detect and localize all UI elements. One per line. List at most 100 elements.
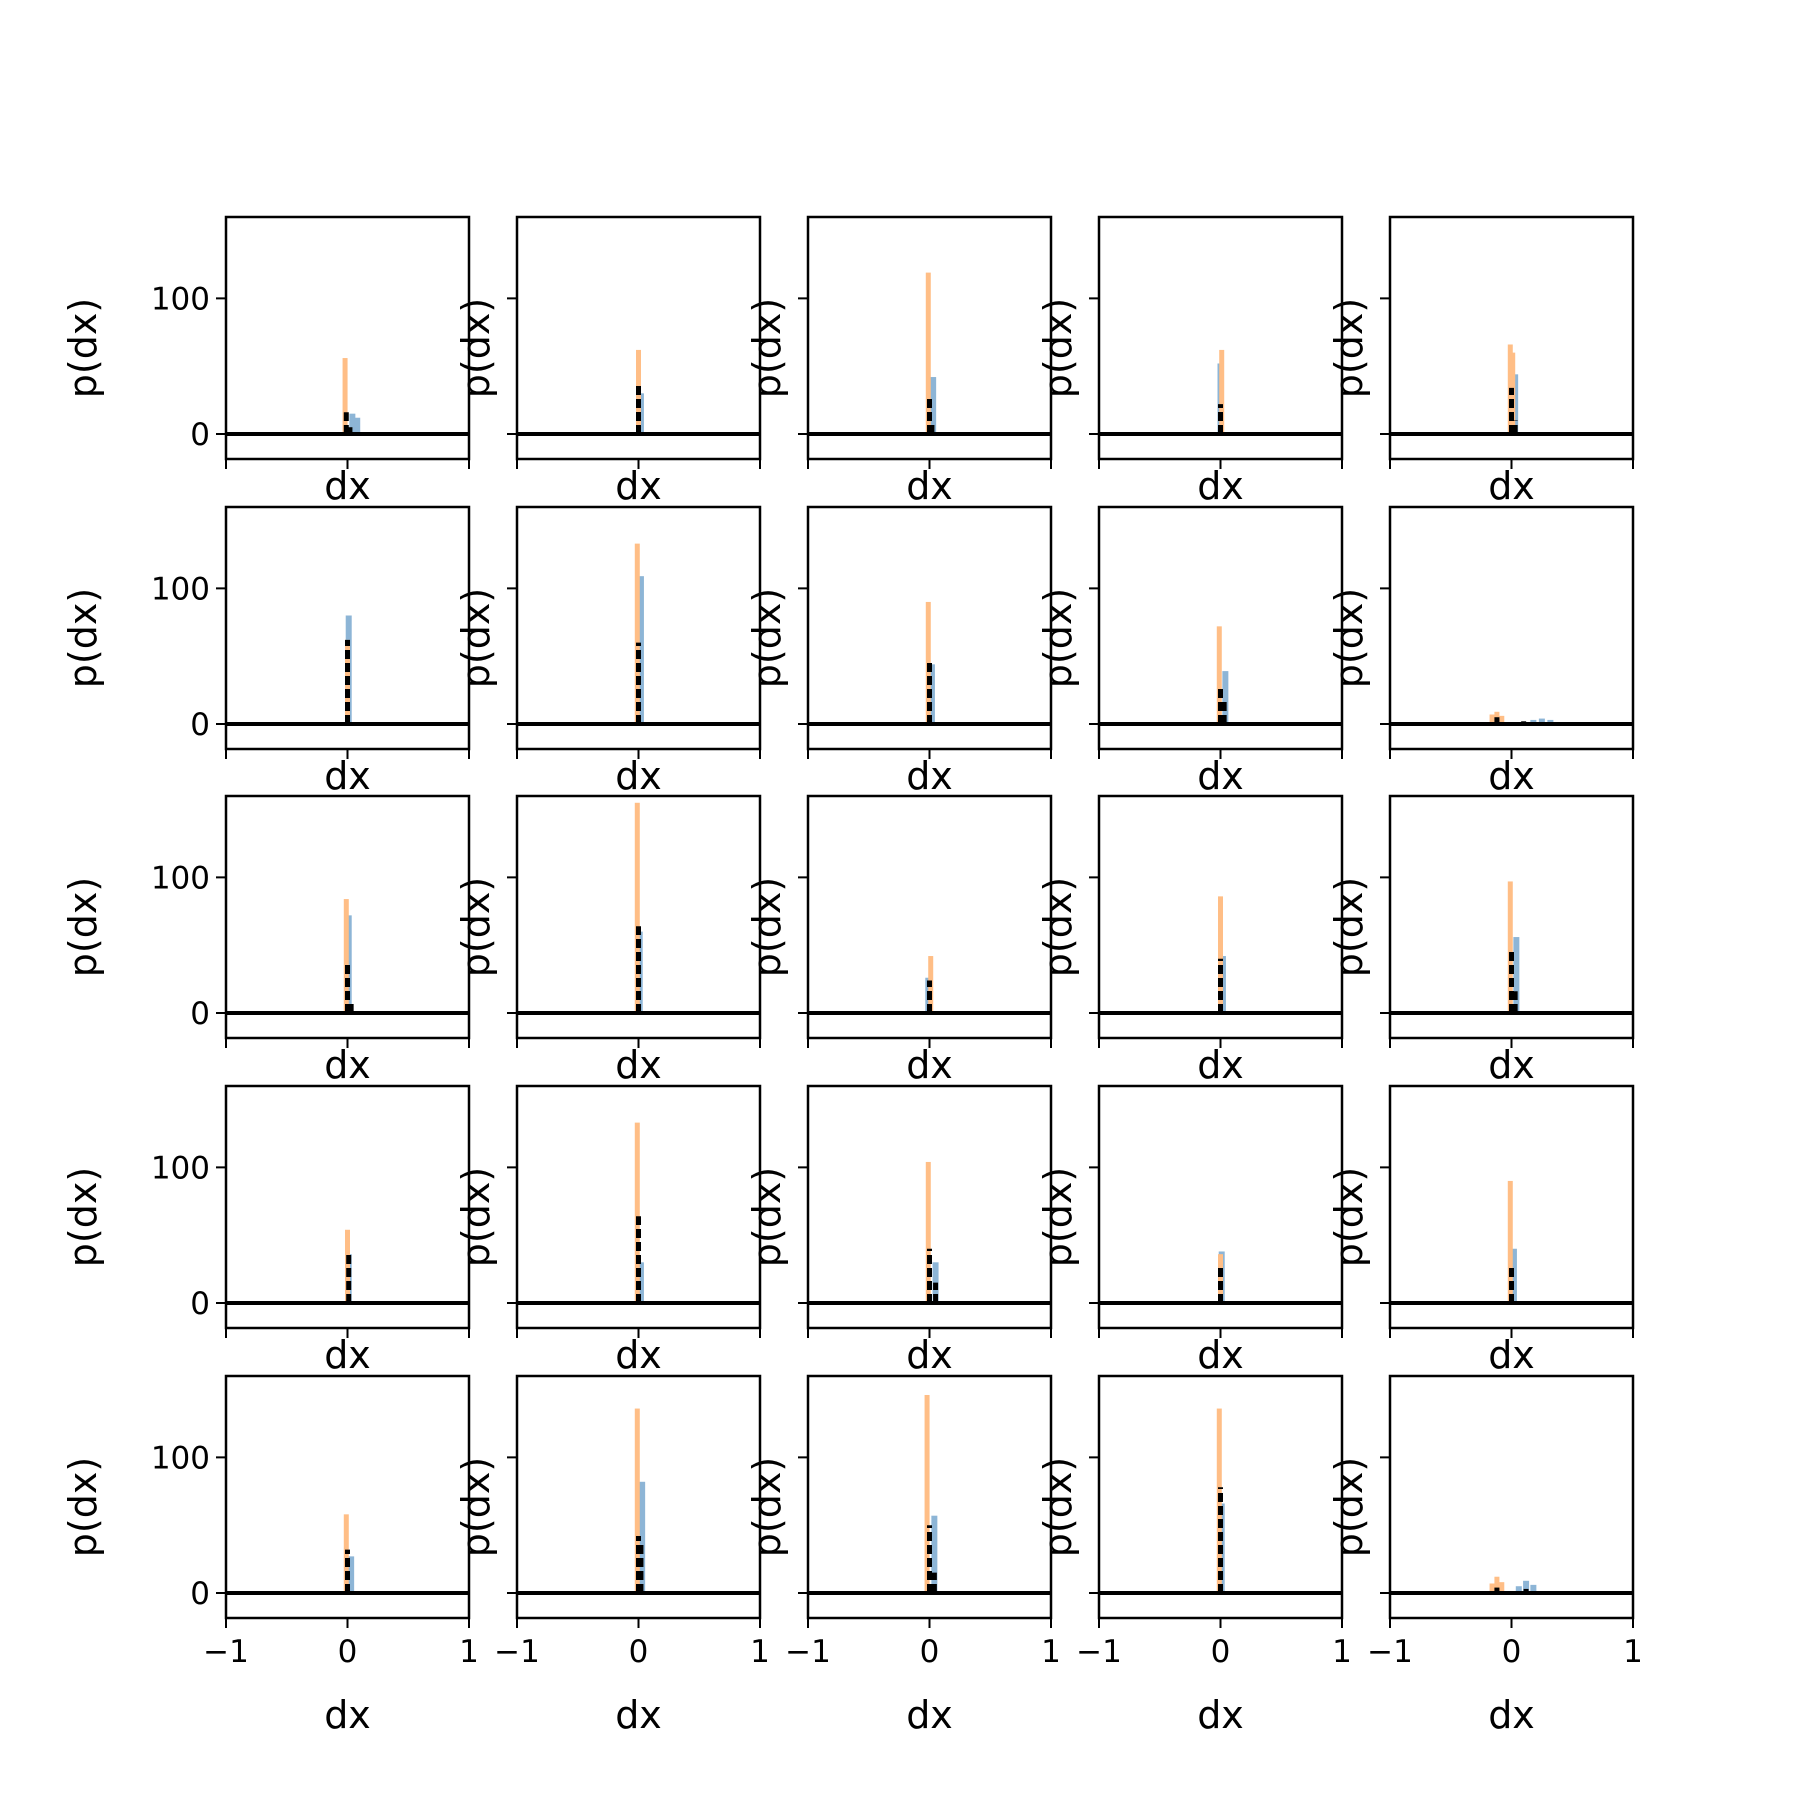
orange-bar bbox=[345, 1229, 350, 1303]
xtick-label: 1 bbox=[1623, 1634, 1643, 1670]
orange-bar bbox=[1507, 1180, 1513, 1303]
y-axis-label: p(dx) bbox=[745, 877, 789, 977]
subplot-r1-c2: dx p(dx) bbox=[745, 505, 1053, 798]
x-axis-label: dx bbox=[1197, 464, 1244, 508]
orange-bar bbox=[343, 899, 349, 1013]
ytick-label: 100 bbox=[151, 281, 210, 317]
ytick-label: 100 bbox=[151, 571, 210, 607]
xtick-label: 0 bbox=[920, 1634, 940, 1670]
orange-bar bbox=[925, 1161, 931, 1303]
xtick-label: 0 bbox=[1502, 1634, 1522, 1670]
subplot-r3-c2: dx p(dx) bbox=[745, 1084, 1053, 1377]
x-axis-label: dx bbox=[615, 1693, 662, 1737]
subplot-r4-c3: −1 0 1 dx p(dx) bbox=[1036, 1374, 1352, 1737]
x-axis-label: dx bbox=[906, 1043, 953, 1087]
y-axis-label: p(dx) bbox=[745, 1457, 789, 1557]
xtick-label: 1 bbox=[1332, 1634, 1352, 1670]
x-axis-label: dx bbox=[324, 1333, 371, 1377]
subplot-r1-c4: dx p(dx) bbox=[1327, 505, 1635, 798]
subplot-r4-c1: −1 0 1 dx p(dx) bbox=[454, 1374, 770, 1737]
subplot-r2-c4: dx p(dx) bbox=[1327, 794, 1635, 1087]
y-axis-label: p(dx) bbox=[61, 877, 105, 977]
blue-bar bbox=[1222, 671, 1229, 724]
ytick-label: 0 bbox=[190, 707, 210, 743]
xtick-label: −1 bbox=[203, 1634, 249, 1670]
xtick-label: 0 bbox=[1211, 1634, 1231, 1670]
y-axis-label: p(dx) bbox=[1327, 1457, 1371, 1557]
orange-bar bbox=[1499, 715, 1505, 724]
ytick-label: 0 bbox=[190, 996, 210, 1032]
y-axis-label: p(dx) bbox=[454, 1457, 498, 1557]
y-axis-label: p(dx) bbox=[1036, 877, 1080, 977]
x-axis-label: dx bbox=[1488, 464, 1535, 508]
subplot-r2-c1: dx p(dx) bbox=[454, 794, 762, 1087]
y-axis-label: p(dx) bbox=[745, 298, 789, 398]
subplot-r2-c2: dx p(dx) bbox=[745, 794, 1053, 1087]
orange-bar bbox=[634, 543, 640, 724]
ytick-label: 0 bbox=[190, 1576, 210, 1612]
orange-bar bbox=[1499, 1582, 1505, 1593]
ytick-label: 0 bbox=[190, 417, 210, 453]
y-axis-label: p(dx) bbox=[454, 1167, 498, 1267]
ytick-label: 100 bbox=[151, 1150, 210, 1186]
blue-bar bbox=[639, 1481, 646, 1593]
xtick-label: −1 bbox=[785, 1634, 831, 1670]
y-axis-label: p(dx) bbox=[61, 1457, 105, 1557]
x-axis-label: dx bbox=[615, 754, 662, 798]
x-axis-label: dx bbox=[906, 464, 953, 508]
subplot-r0-c3: dx p(dx) bbox=[1036, 215, 1344, 508]
y-axis-label: p(dx) bbox=[1327, 1167, 1371, 1267]
x-axis-label: dx bbox=[1488, 1693, 1535, 1737]
xtick-label: 0 bbox=[629, 1634, 649, 1670]
subplot-r1-c3: dx p(dx) bbox=[1036, 505, 1344, 798]
xtick-label: −1 bbox=[1367, 1634, 1413, 1670]
blue-bar bbox=[1530, 1584, 1537, 1593]
x-axis-label: dx bbox=[1488, 754, 1535, 798]
y-axis-label: p(dx) bbox=[1036, 298, 1080, 398]
y-axis-label: p(dx) bbox=[454, 877, 498, 977]
orange-bar bbox=[1218, 896, 1223, 1013]
ytick-label: 0 bbox=[190, 1286, 210, 1322]
y-axis-label: p(dx) bbox=[454, 588, 498, 688]
xtick-label: 1 bbox=[750, 1634, 770, 1670]
subplot-r1-c1: dx p(dx) bbox=[454, 505, 762, 798]
orange-bar bbox=[634, 1408, 640, 1593]
orange-bar bbox=[1219, 349, 1225, 434]
y-axis-label: p(dx) bbox=[61, 298, 105, 398]
subplot-r3-c3: dx p(dx) bbox=[1036, 1084, 1344, 1377]
blue-bar bbox=[1513, 937, 1520, 1013]
subplot-r2-c0: 0 100 dx p(dx) bbox=[61, 794, 471, 1087]
x-axis-label: dx bbox=[1197, 1333, 1244, 1377]
x-axis-label: dx bbox=[1488, 1333, 1535, 1377]
xtick-label: 1 bbox=[459, 1634, 479, 1670]
y-axis-label: p(dx) bbox=[1327, 298, 1371, 398]
subplot-r3-c0: 0 100 dx p(dx) bbox=[61, 1084, 471, 1377]
orange-bar bbox=[1489, 714, 1495, 724]
orange-bar bbox=[924, 1394, 930, 1593]
x-axis-label: dx bbox=[324, 1043, 371, 1087]
subplot-r4-c2: −1 0 1 dx p(dx) bbox=[745, 1374, 1061, 1737]
x-axis-label: dx bbox=[324, 464, 371, 508]
ytick-label: 100 bbox=[151, 1440, 210, 1476]
y-axis-label: p(dx) bbox=[454, 298, 498, 398]
x-axis-label: dx bbox=[1197, 1043, 1244, 1087]
orange-bar bbox=[1494, 1576, 1500, 1593]
subplot-r0-c4: dx p(dx) bbox=[1327, 215, 1635, 508]
ytick-label: 100 bbox=[151, 860, 210, 896]
subplot-r2-c3: dx p(dx) bbox=[1036, 794, 1344, 1087]
x-axis-label: dx bbox=[906, 1333, 953, 1377]
y-axis-label: p(dx) bbox=[61, 1167, 105, 1267]
subplot-r0-c0: 0 100 dx p(dx) bbox=[61, 215, 471, 508]
xtick-label: −1 bbox=[1076, 1634, 1122, 1670]
y-axis-label: p(dx) bbox=[745, 1167, 789, 1267]
x-axis-label: dx bbox=[1197, 754, 1244, 798]
x-axis-label: dx bbox=[906, 1693, 953, 1737]
subplot-r0-c1: dx p(dx) bbox=[454, 215, 762, 508]
blue-bar bbox=[1530, 719, 1537, 724]
blue-bar bbox=[930, 377, 937, 434]
y-axis-label: p(dx) bbox=[1327, 588, 1371, 688]
subplot-r4-c0: 0 100 −1 0 1 dx p(dx) bbox=[61, 1374, 479, 1737]
orange-bar bbox=[925, 272, 931, 434]
blue-bar bbox=[348, 1556, 355, 1593]
